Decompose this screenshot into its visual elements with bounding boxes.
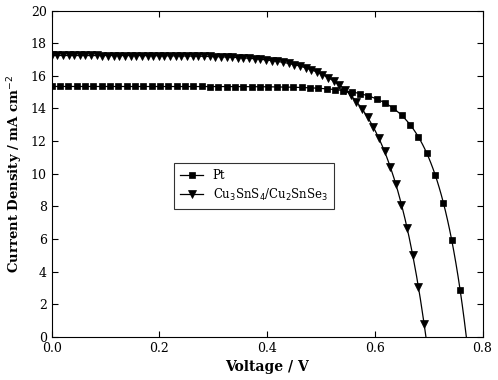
Cu$_3$SnS$_4$/Cu$_2$SnSe$_3$ [64,53,70,58]
Pt [74,84,80,89]
Cu$_3$SnS$_4$/Cu$_2$SnSe$_3$ [49,53,55,58]
Pt [125,84,131,89]
Pt [463,335,469,339]
Pt [159,84,165,89]
Cu$_3$SnS$_4$/Cu$_2$SnSe$_3$ [423,335,429,339]
X-axis label: Voltage / V: Voltage / V [225,361,309,374]
Line: Cu$_3$SnS$_4$/Cu$_2$SnSe$_3$: Cu$_3$SnS$_4$/Cu$_2$SnSe$_3$ [48,52,430,341]
Cu$_3$SnS$_4$/Cu$_2$SnSe$_3$ [71,53,77,58]
Cu$_3$SnS$_4$/Cu$_2$SnSe$_3$ [118,53,124,58]
Pt [65,84,71,89]
Pt [443,209,449,214]
Y-axis label: Current Density / mA cm$^{-2}$: Current Density / mA cm$^{-2}$ [5,74,25,273]
Pt [49,84,55,89]
Pt [428,161,434,165]
Cu$_3$SnS$_4$/Cu$_2$SnSe$_3$ [404,226,410,230]
Cu$_3$SnS$_4$/Cu$_2$SnSe$_3$ [148,53,154,58]
Cu$_3$SnS$_4$/Cu$_2$SnSe$_3$ [391,176,397,180]
Line: Pt: Pt [48,83,470,340]
Legend: Pt, Cu$_3$SnS$_4$/Cu$_2$SnSe$_3$: Pt, Cu$_3$SnS$_4$/Cu$_2$SnSe$_3$ [174,163,334,209]
